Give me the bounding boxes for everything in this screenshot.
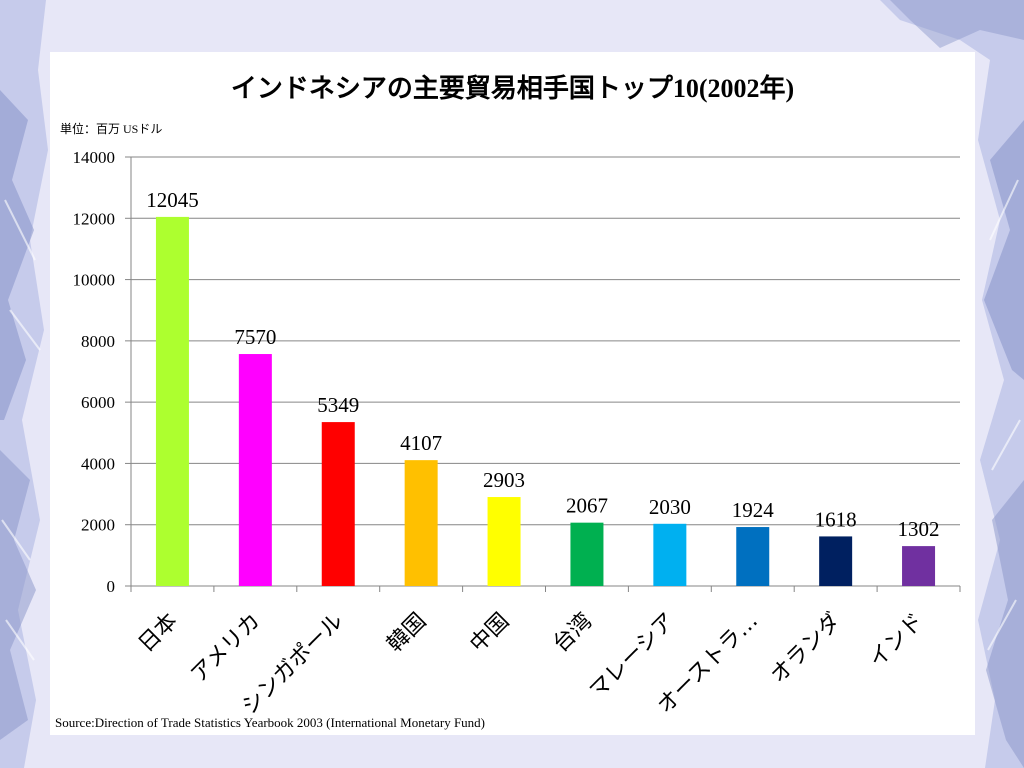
right-texture-streaks [987, 179, 1021, 651]
left-texture-dark [0, 450, 36, 740]
bar [487, 497, 521, 586]
bar [238, 354, 272, 586]
bar-data-label: 7570 [234, 325, 276, 349]
right-texture-dark [986, 480, 1024, 768]
category-label: 中国 [465, 609, 514, 658]
category-label: 韓国 [383, 609, 432, 658]
bar [736, 527, 770, 586]
top-right-texture [890, 0, 1024, 48]
bar [819, 536, 853, 586]
bar-data-label: 1302 [898, 517, 940, 541]
bar [404, 460, 438, 586]
bar-data-label: 2030 [649, 495, 691, 519]
unit-label: 単位：百万 USドル [60, 122, 163, 136]
bar-chart: 0 2000 4000 6000 8000 10000 12000 14000 12045 日本 7… [73, 148, 961, 720]
category-label: インド [864, 609, 928, 673]
bar [321, 422, 355, 586]
bar-data-label: 5349 [317, 393, 359, 417]
bar-data-label: 2903 [483, 468, 525, 492]
y-tick-label: 6000 [81, 393, 115, 412]
y-tick-label: 10000 [73, 271, 116, 290]
bar [570, 522, 604, 586]
bar-data-label: 1924 [732, 498, 775, 522]
y-tick-label: 2000 [81, 516, 115, 535]
y-tick-label: 8000 [81, 332, 115, 351]
right-texture-dark [984, 120, 1024, 380]
chart-panel: 0 2000 4000 6000 8000 10000 12000 14000 12045 日本 7… [50, 52, 975, 735]
bar [155, 216, 189, 586]
bar-data-label: 12045 [146, 188, 199, 212]
category-label: 台湾 [548, 609, 597, 658]
left-texture-dark [0, 90, 34, 420]
bar [902, 546, 936, 586]
bar-data-label: 2067 [566, 494, 608, 518]
left-texture-streaks [1, 199, 41, 661]
category-label: アメリカ [186, 609, 265, 688]
category-label: 日本 [134, 609, 183, 658]
source-note: Source:Direction of Trade Statistics Yea… [55, 715, 486, 730]
y-tick-label: 0 [107, 577, 116, 596]
bar [653, 523, 687, 586]
bar-data-label: 4107 [400, 431, 442, 455]
bar-data-label: 1618 [815, 507, 857, 531]
category-label: オランダ [766, 609, 846, 689]
y-tick-label: 4000 [81, 454, 115, 473]
y-tick-label: 14000 [73, 148, 116, 167]
y-tick-label: 12000 [73, 209, 116, 228]
chart-title: インドネシアの主要貿易相手国トップ10(2002年) [230, 74, 795, 103]
